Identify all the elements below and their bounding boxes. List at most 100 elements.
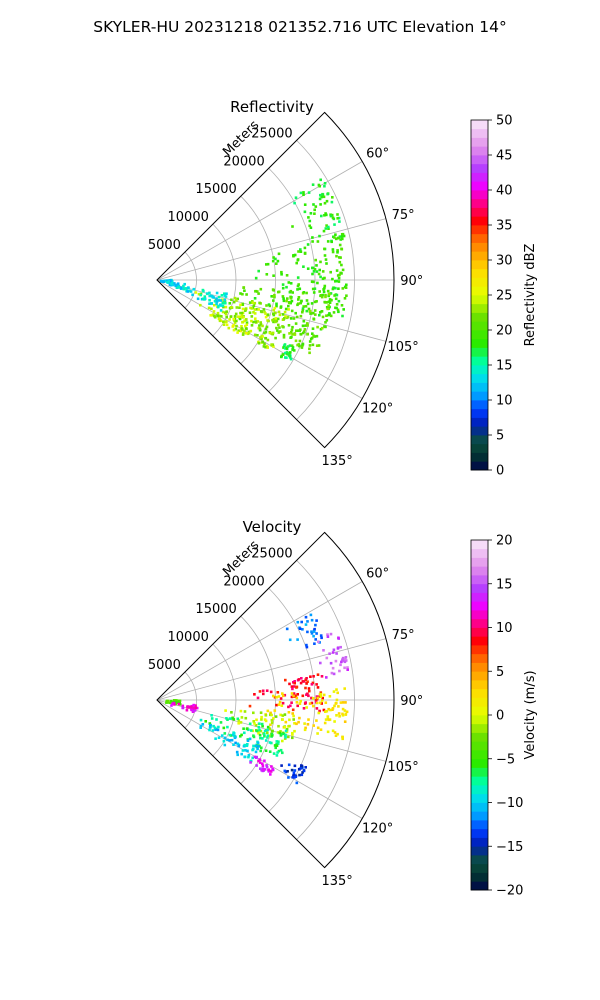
echo-gate	[322, 708, 326, 712]
echo-gate	[226, 738, 229, 742]
echo-gate	[303, 210, 307, 214]
echo-gate	[292, 774, 295, 777]
echo-gate	[328, 301, 332, 304]
echo-gate	[254, 320, 257, 323]
echo-gate	[251, 729, 255, 733]
echo-gate	[321, 696, 324, 700]
echo-gate	[343, 687, 346, 690]
echo-gate	[307, 216, 310, 219]
echo-gate	[281, 718, 284, 721]
echo-gate	[312, 724, 315, 727]
echo-gate	[278, 700, 282, 704]
colorbar-step	[471, 356, 488, 366]
echo-gate	[337, 236, 340, 240]
echo-gate	[251, 300, 254, 303]
colorbar-step	[471, 627, 488, 637]
echo-gate	[322, 649, 325, 652]
echo-gate	[334, 297, 338, 301]
echo-gate	[344, 713, 348, 716]
echo-gate	[301, 307, 305, 310]
echo-gate	[302, 305, 305, 308]
echo-gate	[210, 717, 214, 720]
echo-gate	[287, 304, 290, 308]
echo-gate	[210, 294, 213, 298]
echo-gate	[281, 286, 285, 290]
echo-gate	[319, 695, 323, 699]
echo-gate	[320, 195, 323, 199]
echo-gate	[311, 266, 314, 270]
range-tick-label: 25000	[251, 546, 292, 561]
echo-gate	[326, 240, 330, 243]
azimuth-spoke	[156, 161, 363, 281]
echo-gate	[311, 183, 315, 186]
echo-gate	[239, 721, 243, 724]
echo-gate	[264, 345, 267, 349]
echo-gate	[263, 732, 266, 736]
echo-gate	[264, 749, 268, 752]
echo-gate	[277, 252, 281, 256]
echo-gate	[284, 729, 288, 733]
echo-gate	[281, 295, 285, 298]
echo-gate	[245, 332, 248, 335]
echo-gate	[314, 623, 317, 627]
echo-gate	[324, 293, 327, 297]
echo-gate	[325, 676, 328, 679]
echo-gate	[336, 732, 339, 736]
echo-gate	[189, 290, 193, 293]
echo-gate	[275, 742, 278, 746]
echo-gate	[336, 691, 339, 695]
echo-gate	[286, 297, 289, 300]
echo-gate	[260, 715, 263, 719]
echo-gate	[334, 702, 338, 705]
echo-gate	[319, 203, 322, 206]
echo-gate	[293, 722, 296, 725]
echo-gate	[222, 739, 226, 743]
colorbar-step	[471, 461, 488, 471]
echo-gate	[238, 317, 242, 321]
echo-gate	[220, 294, 224, 297]
echo-gate	[260, 718, 263, 721]
echo-gate	[332, 648, 336, 652]
colorbar-step	[471, 855, 488, 865]
echo-gate	[254, 290, 257, 293]
echo-gate	[194, 704, 197, 707]
echo-gate	[170, 704, 173, 707]
echo-gate	[236, 717, 240, 721]
echo-gate	[262, 308, 266, 311]
echo-gate	[243, 289, 246, 292]
echo-gate	[250, 729, 253, 732]
echo-gate	[219, 721, 223, 724]
echo-gate	[256, 747, 259, 751]
echo-gate	[340, 233, 344, 236]
colorbar-tick-label: −15	[496, 840, 523, 855]
echo-gate	[290, 344, 294, 347]
echo-gate	[341, 314, 344, 318]
echo-gate	[258, 301, 261, 305]
echo-gate	[326, 307, 329, 311]
echo-gate	[280, 764, 283, 767]
echo-gate	[281, 325, 284, 328]
echo-gate	[325, 262, 328, 265]
echo-gate	[225, 320, 228, 323]
azimuth-tick-label: 120°	[362, 821, 393, 836]
echo-gate	[291, 731, 294, 735]
echo-gate	[265, 325, 269, 329]
colorbar-step	[471, 557, 488, 567]
echo-gate	[246, 739, 250, 742]
echo-gate	[215, 300, 219, 303]
echo-gate	[254, 317, 257, 320]
echo-gate	[261, 724, 264, 728]
echo-gate	[266, 728, 269, 732]
echo-gate	[278, 731, 281, 735]
echo-gate	[298, 287, 302, 291]
echo-gate	[272, 345, 275, 348]
colorbar-step	[471, 417, 488, 427]
echo-gate	[185, 708, 189, 712]
echo-gate	[275, 744, 279, 747]
echo-gate	[244, 749, 247, 752]
echo-gate	[264, 312, 267, 315]
echo-gate	[232, 300, 236, 304]
echo-gate	[290, 701, 293, 704]
echo-gate	[342, 234, 346, 238]
echo-gate	[272, 312, 275, 315]
